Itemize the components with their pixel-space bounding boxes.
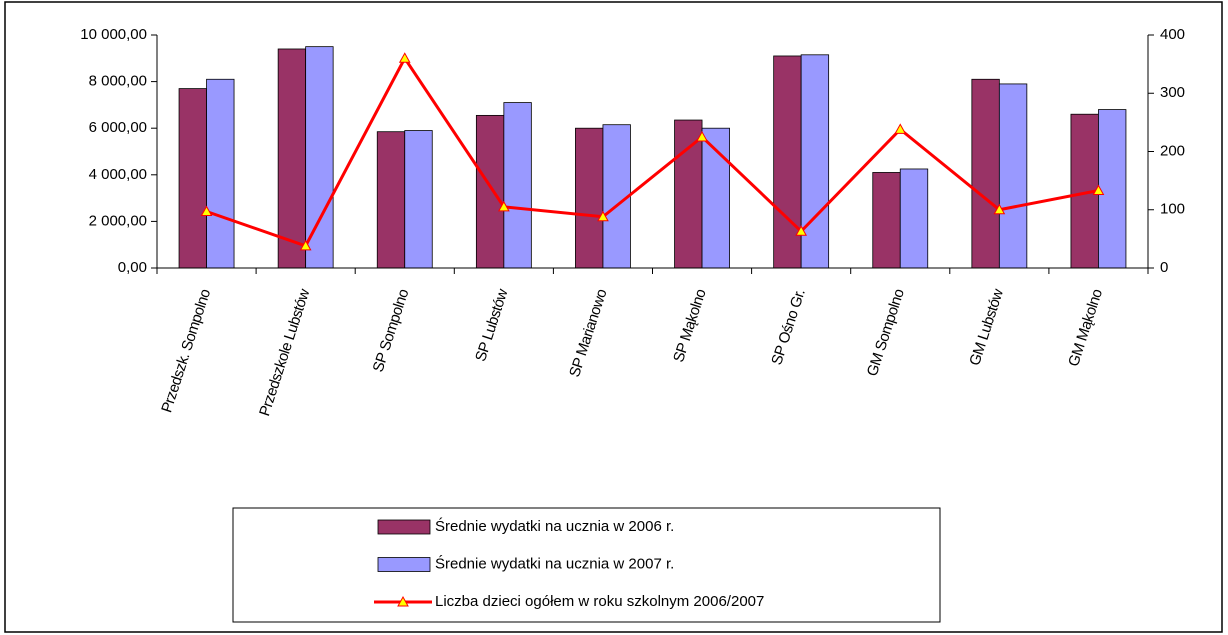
bar — [872, 172, 901, 269]
line-marker — [299, 239, 312, 251]
y2-tick-label: 100 — [1160, 201, 1185, 218]
line-marker — [498, 200, 510, 212]
bar — [206, 78, 235, 269]
y2-tick-label: 400 — [1160, 26, 1185, 43]
y-tick-label: 6 000,00 — [89, 119, 147, 136]
legend-marker — [397, 595, 409, 607]
bar — [503, 102, 532, 269]
bar — [475, 114, 505, 269]
bar — [575, 127, 604, 269]
y-tick-label: 2 000,00 — [89, 212, 147, 229]
bar — [178, 88, 207, 269]
y-tick-label: 8 000,00 — [89, 73, 147, 90]
y2-tick-label: 0 — [1160, 259, 1168, 276]
bar — [277, 48, 307, 269]
legend-swatch — [377, 519, 431, 535]
y-tick-label: 4 000,00 — [89, 166, 147, 183]
y2-tick-label: 300 — [1160, 84, 1185, 101]
line-marker — [894, 123, 907, 134]
bar — [404, 130, 433, 269]
legend-swatch — [377, 557, 431, 572]
bar — [1098, 109, 1127, 269]
legend-label: Liczba dzieci ogółem w roku szkolnym 200… — [435, 593, 764, 610]
line-marker — [200, 205, 213, 216]
line-marker — [1092, 184, 1105, 196]
line-marker — [696, 130, 708, 142]
bar — [376, 131, 406, 269]
line-marker — [597, 210, 609, 222]
bar — [305, 46, 334, 269]
line-series — [206, 55, 1099, 248]
line-marker — [993, 203, 1006, 215]
bar — [899, 168, 929, 269]
bar — [773, 55, 802, 269]
legend-box — [232, 507, 941, 623]
line-marker — [795, 225, 807, 236]
line-marker — [398, 52, 411, 63]
bar — [800, 54, 830, 269]
bar — [971, 78, 1000, 269]
legend-label: Średnie wydatki na ucznia w 2006 r. — [435, 517, 674, 535]
y-tick-label: 10 000,00 — [80, 26, 147, 43]
y2-tick-label: 200 — [1160, 142, 1185, 159]
bar — [998, 83, 1028, 269]
bar — [602, 124, 631, 269]
legend-label: Średnie wydatki na ucznia w 2007 r. — [435, 554, 674, 572]
y-tick-label: 0,00 — [118, 259, 147, 276]
bar — [674, 119, 703, 269]
